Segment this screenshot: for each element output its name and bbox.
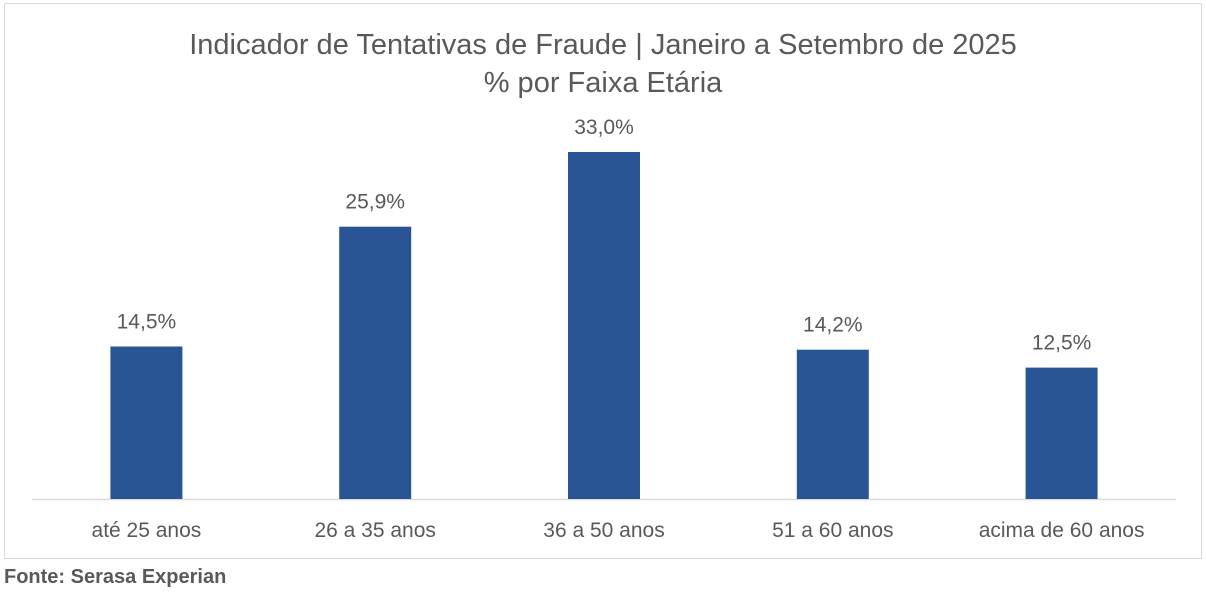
data-label-2: 33,0% [574,116,634,139]
x-tick-label-2: 36 a 50 anos [543,519,664,542]
chart-title-block: Indicador de Tentativas de Fraude | Jane… [5,26,1201,102]
bar-0 [110,346,183,499]
data-label-0: 14,5% [117,311,177,334]
x-tick-label-3: 51 a 60 anos [772,519,893,542]
bar-4 [1025,367,1098,499]
chart-subtitle: % por Faixa Etária [483,67,723,99]
bar-1 [339,226,412,499]
data-label-1: 25,9% [345,191,405,214]
chart-title: Indicador de Tentativas de Fraude | Jane… [189,29,1017,61]
data-label-3: 14,2% [803,314,863,337]
x-tick-label-4: acima de 60 anos [979,519,1145,542]
data-label-4: 12,5% [1032,332,1092,355]
source-note: Fonte: Serasa Experian [4,566,227,588]
x-tick-label-1: 26 a 35 anos [314,519,435,542]
bar-2 [568,152,640,499]
bar-3 [796,349,869,499]
x-tick-label-0: até 25 anos [92,519,202,542]
